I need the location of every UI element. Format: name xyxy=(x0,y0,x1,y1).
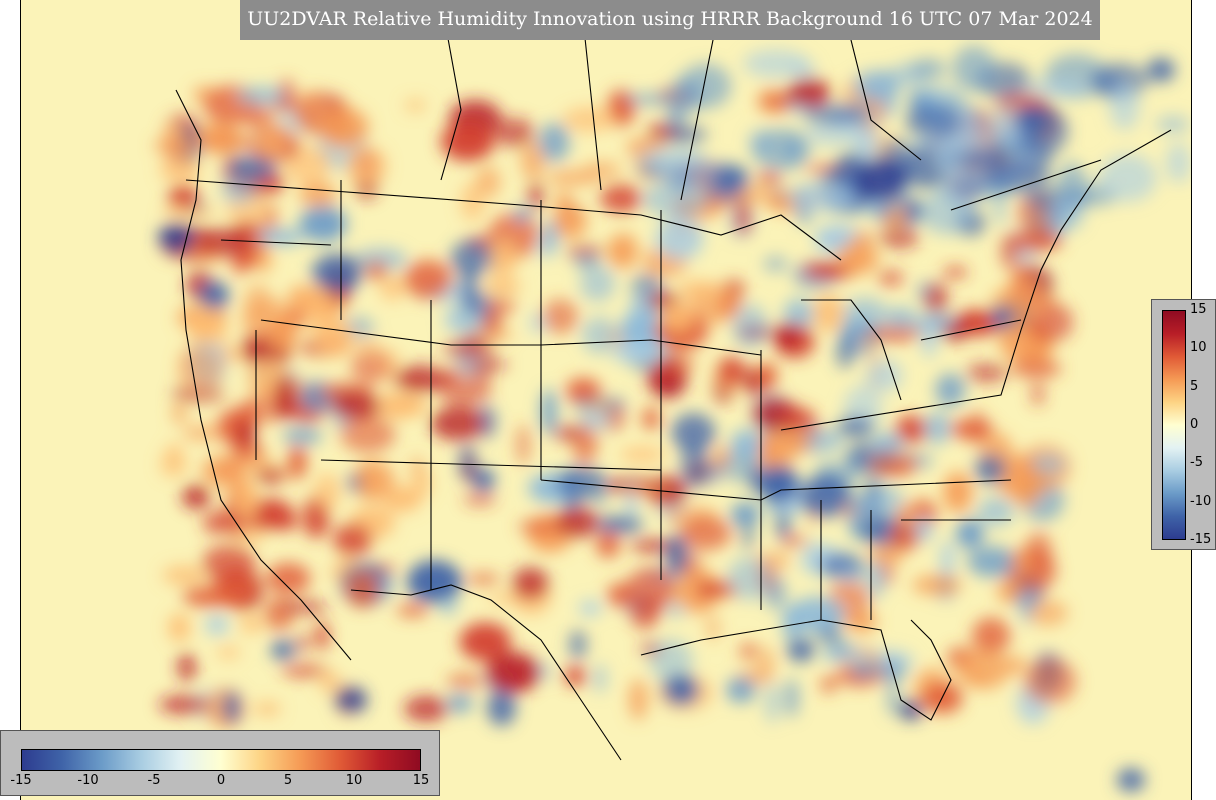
vcbar-tick-label: -5 xyxy=(1190,455,1203,470)
humidity-innovation-map xyxy=(153,0,1191,792)
vcbar-tick-label: -10 xyxy=(1190,494,1212,509)
vertical-colorbar: 15 10 5 0 -5 -10 -15 xyxy=(1151,299,1216,550)
hcbar-tick-label: -10 xyxy=(77,773,99,788)
horizontal-colorbar-strip xyxy=(21,749,421,771)
vcbar-tick-label: 0 xyxy=(1190,417,1199,432)
vcbar-tick-label: 15 xyxy=(1190,302,1207,317)
map-title: UU2DVAR Relative Humidity Innovation usi… xyxy=(240,0,1100,40)
hcbar-tick-label: 5 xyxy=(283,773,293,788)
horizontal-colorbar: -15 -10 -5 0 5 10 15 xyxy=(0,730,440,796)
vcbar-tick-label: 5 xyxy=(1190,379,1199,394)
vertical-colorbar-strip xyxy=(1162,310,1186,540)
hcbar-tick-label: 10 xyxy=(345,773,363,788)
hcbar-tick-label: 15 xyxy=(412,773,430,788)
innovation-field xyxy=(153,45,1191,792)
map-panel xyxy=(20,0,1192,800)
hcbar-tick-label: -15 xyxy=(10,773,32,788)
hcbar-tick-label: -5 xyxy=(147,773,161,788)
vcbar-tick-label: 10 xyxy=(1190,340,1207,355)
hcbar-tick-label: 0 xyxy=(216,773,226,788)
vcbar-tick-label: -15 xyxy=(1190,532,1212,547)
state-boundaries xyxy=(175,0,1172,761)
